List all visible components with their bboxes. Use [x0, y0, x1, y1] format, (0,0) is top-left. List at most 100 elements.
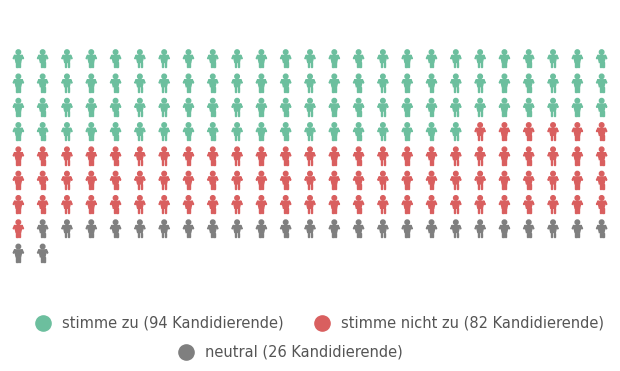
Polygon shape — [483, 153, 485, 156]
Circle shape — [89, 220, 94, 224]
Polygon shape — [256, 226, 259, 229]
Polygon shape — [313, 55, 315, 59]
Circle shape — [89, 147, 94, 152]
Polygon shape — [379, 128, 387, 135]
Polygon shape — [118, 55, 121, 59]
Polygon shape — [353, 226, 355, 229]
Polygon shape — [575, 160, 577, 165]
Polygon shape — [306, 55, 314, 62]
Polygon shape — [523, 201, 526, 204]
Polygon shape — [508, 80, 510, 83]
Polygon shape — [580, 55, 583, 59]
Circle shape — [356, 147, 361, 152]
Polygon shape — [187, 111, 188, 116]
Polygon shape — [238, 208, 239, 213]
Polygon shape — [313, 177, 315, 180]
Polygon shape — [308, 160, 309, 165]
Polygon shape — [454, 111, 455, 116]
Circle shape — [502, 50, 507, 55]
Polygon shape — [192, 201, 193, 204]
Polygon shape — [118, 201, 121, 204]
Polygon shape — [379, 104, 387, 111]
Polygon shape — [143, 201, 145, 204]
Polygon shape — [257, 201, 265, 208]
Polygon shape — [165, 184, 166, 189]
Polygon shape — [185, 177, 192, 184]
Polygon shape — [452, 226, 459, 233]
Polygon shape — [189, 233, 190, 237]
Circle shape — [113, 74, 118, 79]
Circle shape — [186, 147, 191, 152]
Polygon shape — [161, 104, 168, 111]
Polygon shape — [551, 111, 552, 116]
Circle shape — [575, 147, 580, 152]
Circle shape — [162, 196, 166, 200]
Polygon shape — [329, 104, 331, 107]
Polygon shape — [238, 135, 239, 140]
Polygon shape — [451, 104, 453, 107]
Polygon shape — [16, 160, 17, 165]
Circle shape — [16, 171, 20, 176]
Polygon shape — [378, 226, 380, 229]
Polygon shape — [330, 80, 338, 87]
Polygon shape — [499, 80, 502, 83]
Circle shape — [381, 98, 385, 103]
Polygon shape — [572, 153, 574, 156]
Polygon shape — [233, 55, 241, 62]
Polygon shape — [41, 135, 42, 140]
Polygon shape — [192, 177, 193, 180]
Polygon shape — [459, 55, 461, 59]
Polygon shape — [604, 128, 607, 131]
Polygon shape — [355, 80, 363, 87]
Polygon shape — [430, 184, 431, 189]
Polygon shape — [113, 87, 115, 92]
Polygon shape — [211, 87, 212, 92]
Polygon shape — [428, 226, 435, 233]
Polygon shape — [138, 160, 139, 165]
Polygon shape — [136, 80, 144, 87]
Polygon shape — [549, 177, 557, 184]
Polygon shape — [384, 62, 385, 68]
Circle shape — [40, 147, 45, 152]
Polygon shape — [386, 226, 388, 229]
Polygon shape — [232, 128, 234, 131]
Polygon shape — [548, 80, 550, 83]
Circle shape — [259, 171, 264, 176]
Circle shape — [211, 123, 215, 127]
Polygon shape — [378, 80, 380, 83]
Polygon shape — [189, 87, 190, 92]
Polygon shape — [259, 62, 260, 68]
Polygon shape — [63, 226, 71, 233]
Polygon shape — [574, 177, 581, 184]
Polygon shape — [551, 208, 552, 213]
Polygon shape — [404, 80, 411, 87]
Circle shape — [259, 98, 264, 103]
Polygon shape — [361, 177, 364, 180]
Polygon shape — [361, 80, 364, 83]
Circle shape — [308, 171, 312, 176]
Polygon shape — [500, 226, 508, 233]
Polygon shape — [335, 184, 336, 189]
Polygon shape — [404, 128, 411, 135]
Polygon shape — [162, 208, 164, 213]
Polygon shape — [136, 153, 144, 160]
Polygon shape — [337, 177, 340, 180]
Polygon shape — [408, 233, 409, 237]
Polygon shape — [360, 135, 361, 140]
Polygon shape — [381, 87, 382, 92]
Polygon shape — [192, 128, 193, 131]
Circle shape — [113, 220, 118, 224]
Polygon shape — [478, 87, 479, 92]
Polygon shape — [136, 226, 144, 233]
Polygon shape — [405, 208, 407, 213]
Circle shape — [211, 220, 215, 224]
Text: neutral (26 Kandidierende): neutral (26 Kandidierende) — [205, 345, 402, 360]
Polygon shape — [600, 233, 601, 237]
Circle shape — [283, 98, 288, 103]
Polygon shape — [432, 208, 433, 213]
Circle shape — [89, 74, 94, 79]
Polygon shape — [14, 55, 22, 62]
Polygon shape — [161, 177, 168, 184]
Polygon shape — [216, 201, 218, 204]
Polygon shape — [598, 153, 606, 160]
